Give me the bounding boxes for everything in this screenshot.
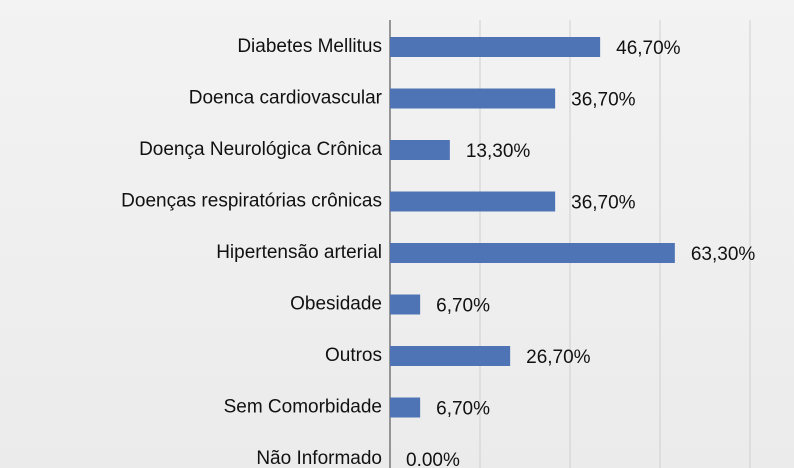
y-tick-label: Obesidade [290,294,382,315]
data-label: 26,70% [526,347,591,368]
data-label: 13,30% [466,141,531,162]
data-label: 63,30% [691,244,756,265]
bar [390,294,421,315]
y-tick-label: Hipertensão arterial [216,242,382,263]
bar [390,88,556,109]
data-label: 46,70% [616,38,681,59]
data-label: 36,70% [571,90,636,111]
y-tick-label: Outros [325,345,382,366]
bar [390,243,675,263]
bar [390,37,601,57]
bar [390,346,511,366]
bar [390,191,556,212]
bar [390,397,421,418]
data-label: 0.00% [406,450,460,468]
data-label: 36,70% [571,193,636,214]
y-tick-label: Doenca cardiovascular [189,88,383,109]
y-tick-label: Sem Comorbidade [224,397,382,418]
y-tick-label: Doença Neurológica Crônica [139,139,382,160]
data-label: 6,70% [436,399,490,420]
y-tick-label: Doenças respiratórias crônicas [121,191,382,212]
y-tick-label: Diabetes Mellitus [237,36,382,57]
bar [390,140,450,160]
y-tick-label: Não Informado [256,448,382,468]
data-label: 6,70% [436,296,490,317]
